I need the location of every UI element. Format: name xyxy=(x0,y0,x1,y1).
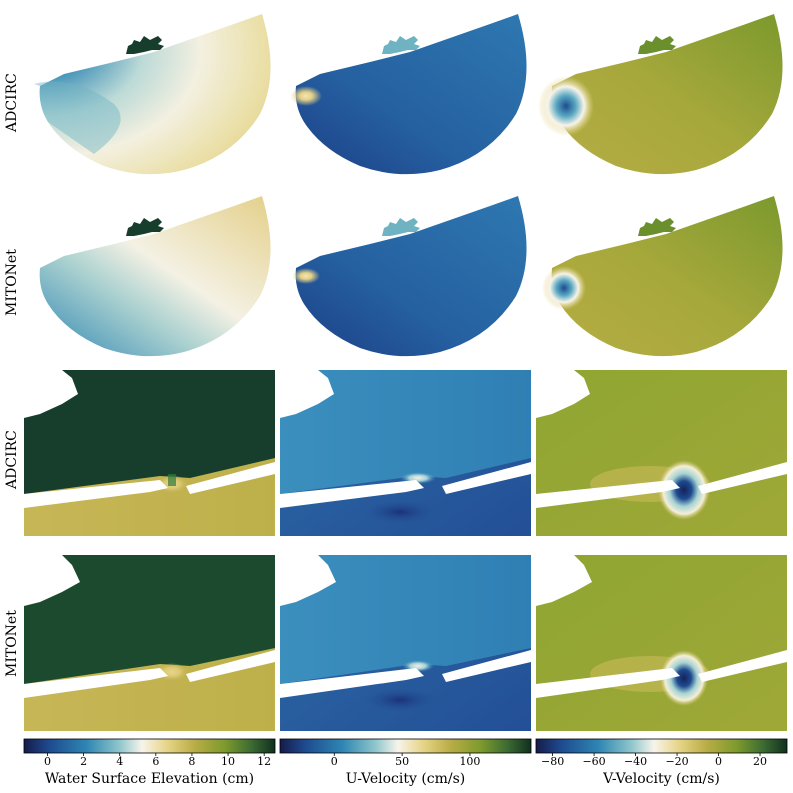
colorbar-tick-label: 0 xyxy=(330,755,338,768)
colorbar-wse xyxy=(23,738,276,754)
colorbar-tick-label: 50 xyxy=(395,755,410,768)
colorbar-tick-label: −20 xyxy=(665,755,689,768)
colorbar-tick-label: −40 xyxy=(623,755,648,768)
colorbar-tick-label: 12 xyxy=(257,755,272,768)
colorbar-v xyxy=(535,738,788,754)
panel-mitonet-v xyxy=(542,196,783,357)
colorbar-tick-label: 2 xyxy=(80,755,88,768)
colorbar-tick-label: 6 xyxy=(152,755,160,768)
panel-adcirc-wse xyxy=(34,14,271,175)
panel-adcirc-u xyxy=(290,14,527,175)
colorbar-tick-label: 8 xyxy=(188,755,196,768)
panel-adcirc-u-zoom xyxy=(280,370,531,536)
colorbar-u xyxy=(279,738,532,754)
colorbar-u-label: U-Velocity (cm/s) xyxy=(345,771,466,787)
colorbar-tick-marks xyxy=(47,753,761,756)
panel-mitonet-wse-zoom xyxy=(24,555,275,731)
panel-adcirc-wse-zoom xyxy=(24,370,275,536)
colorbar-tick-label: 4 xyxy=(116,755,124,768)
panel-adcirc-v xyxy=(538,14,783,175)
colorbar-tick-label: −80 xyxy=(540,755,565,768)
panel-mitonet-u xyxy=(292,196,527,357)
colorbar-tick-label: 10 xyxy=(221,755,236,768)
colorbar-tick-label: 0 xyxy=(715,755,723,768)
panel-mitonet-v-zoom xyxy=(536,555,787,731)
panel-adcirc-v-zoom xyxy=(536,370,787,536)
colorbar-wse-label: Water Surface Elevation (cm) xyxy=(44,771,255,787)
panel-mitonet-u-zoom xyxy=(280,555,531,731)
colorbar-tick-label: −60 xyxy=(582,755,606,768)
colorbar-tick-label: 20 xyxy=(753,755,768,768)
panel-mitonet-wse xyxy=(39,196,271,357)
colorbar-tick-label: 0 xyxy=(43,755,51,768)
colorbar-v-label: V-Velocity (cm/s) xyxy=(603,771,720,787)
colorbar-tick-label: 100 xyxy=(459,755,481,768)
